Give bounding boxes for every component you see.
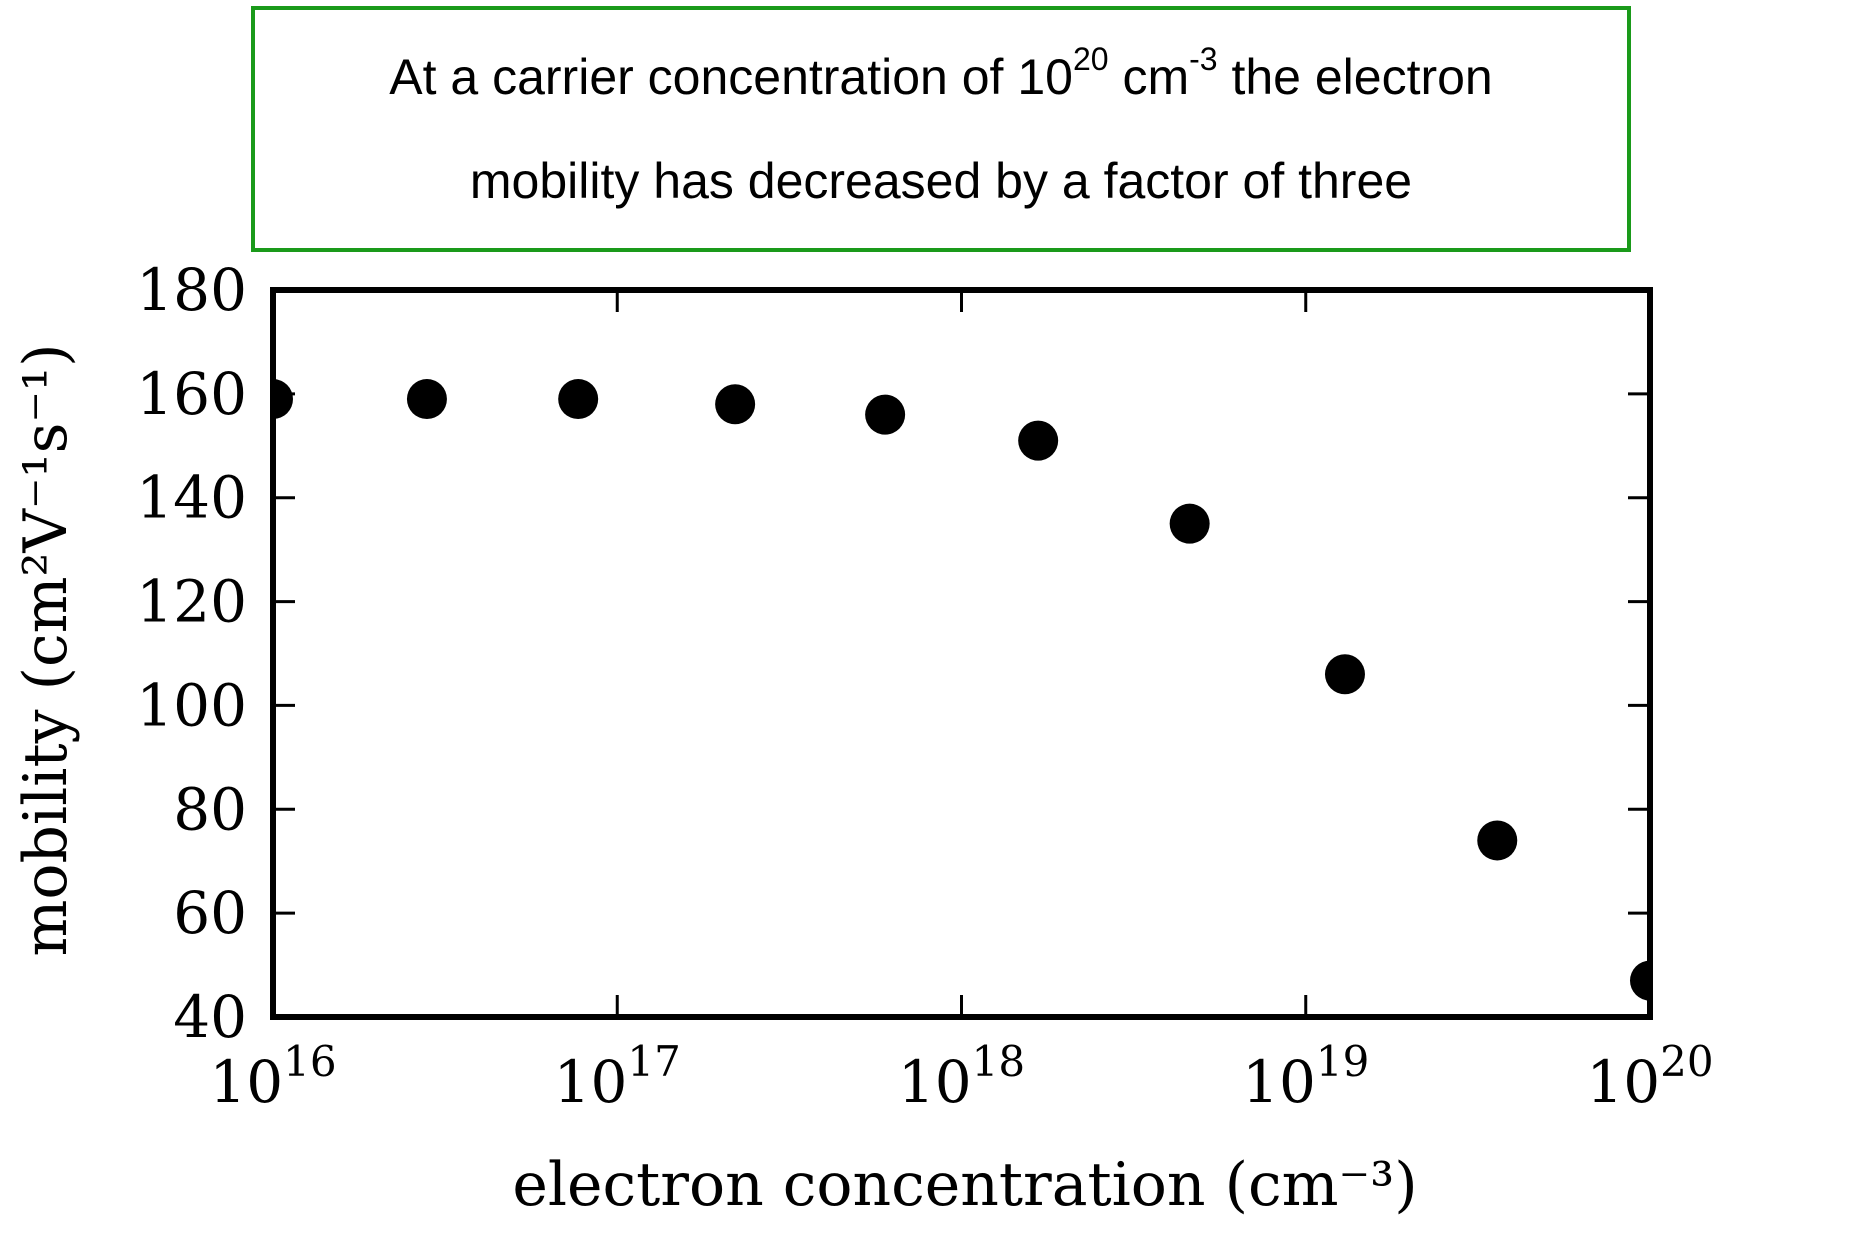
annotation-text-b: cm xyxy=(1108,49,1190,105)
annotation-exponent-1: 20 xyxy=(1072,41,1109,77)
data-point xyxy=(558,379,599,420)
tick-marks xyxy=(271,288,1652,1019)
y-tick-label: 80 xyxy=(173,775,247,843)
annotation-box: At a carrier concentration of 1020 cm-3 … xyxy=(251,6,1631,252)
y-tick-label: 120 xyxy=(136,568,247,636)
x-tick-label: 1019 xyxy=(1242,1037,1369,1116)
x-tick-label: 1017 xyxy=(554,1037,681,1116)
data-point xyxy=(865,394,906,435)
annotation-line-1: At a carrier concentration of 1020 cm-3 … xyxy=(389,25,1492,129)
x-tick-label: 1016 xyxy=(209,1037,336,1116)
y-tick-label: 140 xyxy=(136,464,247,532)
annotation-exponent-2: -3 xyxy=(1189,41,1218,77)
annotation-line-2: mobility has decreased by a factor of th… xyxy=(469,153,1413,209)
annotation-text-a: At a carrier concentration of 10 xyxy=(389,49,1073,105)
y-tick-label: 40 xyxy=(173,983,247,1051)
data-point xyxy=(1018,420,1059,461)
y-tick-label: 60 xyxy=(173,879,247,947)
y-axis-label: mobility (cm²V⁻¹s⁻¹) xyxy=(11,343,81,956)
annotation-text-c: the electron xyxy=(1217,49,1493,105)
data-point xyxy=(1169,503,1210,544)
tick-labels: 1016 1017 1018 1019 1020 40 60 80 100 120 140 160 18… xyxy=(136,256,1713,1116)
plot-frame xyxy=(270,287,1653,1020)
x-tick-label: 1018 xyxy=(898,1037,1025,1116)
x-axis-label: electron concentration (cm⁻³) xyxy=(512,1150,1417,1220)
data-point xyxy=(273,379,293,420)
y-tick-label: 160 xyxy=(136,360,247,428)
data-point xyxy=(1477,820,1518,861)
x-tick-label: 1020 xyxy=(1586,1037,1713,1116)
data-point xyxy=(1630,960,1650,1001)
data-points xyxy=(273,379,1650,1001)
y-tick-label: 100 xyxy=(136,671,247,739)
data-point xyxy=(715,384,756,425)
data-point xyxy=(406,379,447,420)
y-tick-label: 180 xyxy=(136,256,247,324)
data-point xyxy=(1324,654,1365,695)
